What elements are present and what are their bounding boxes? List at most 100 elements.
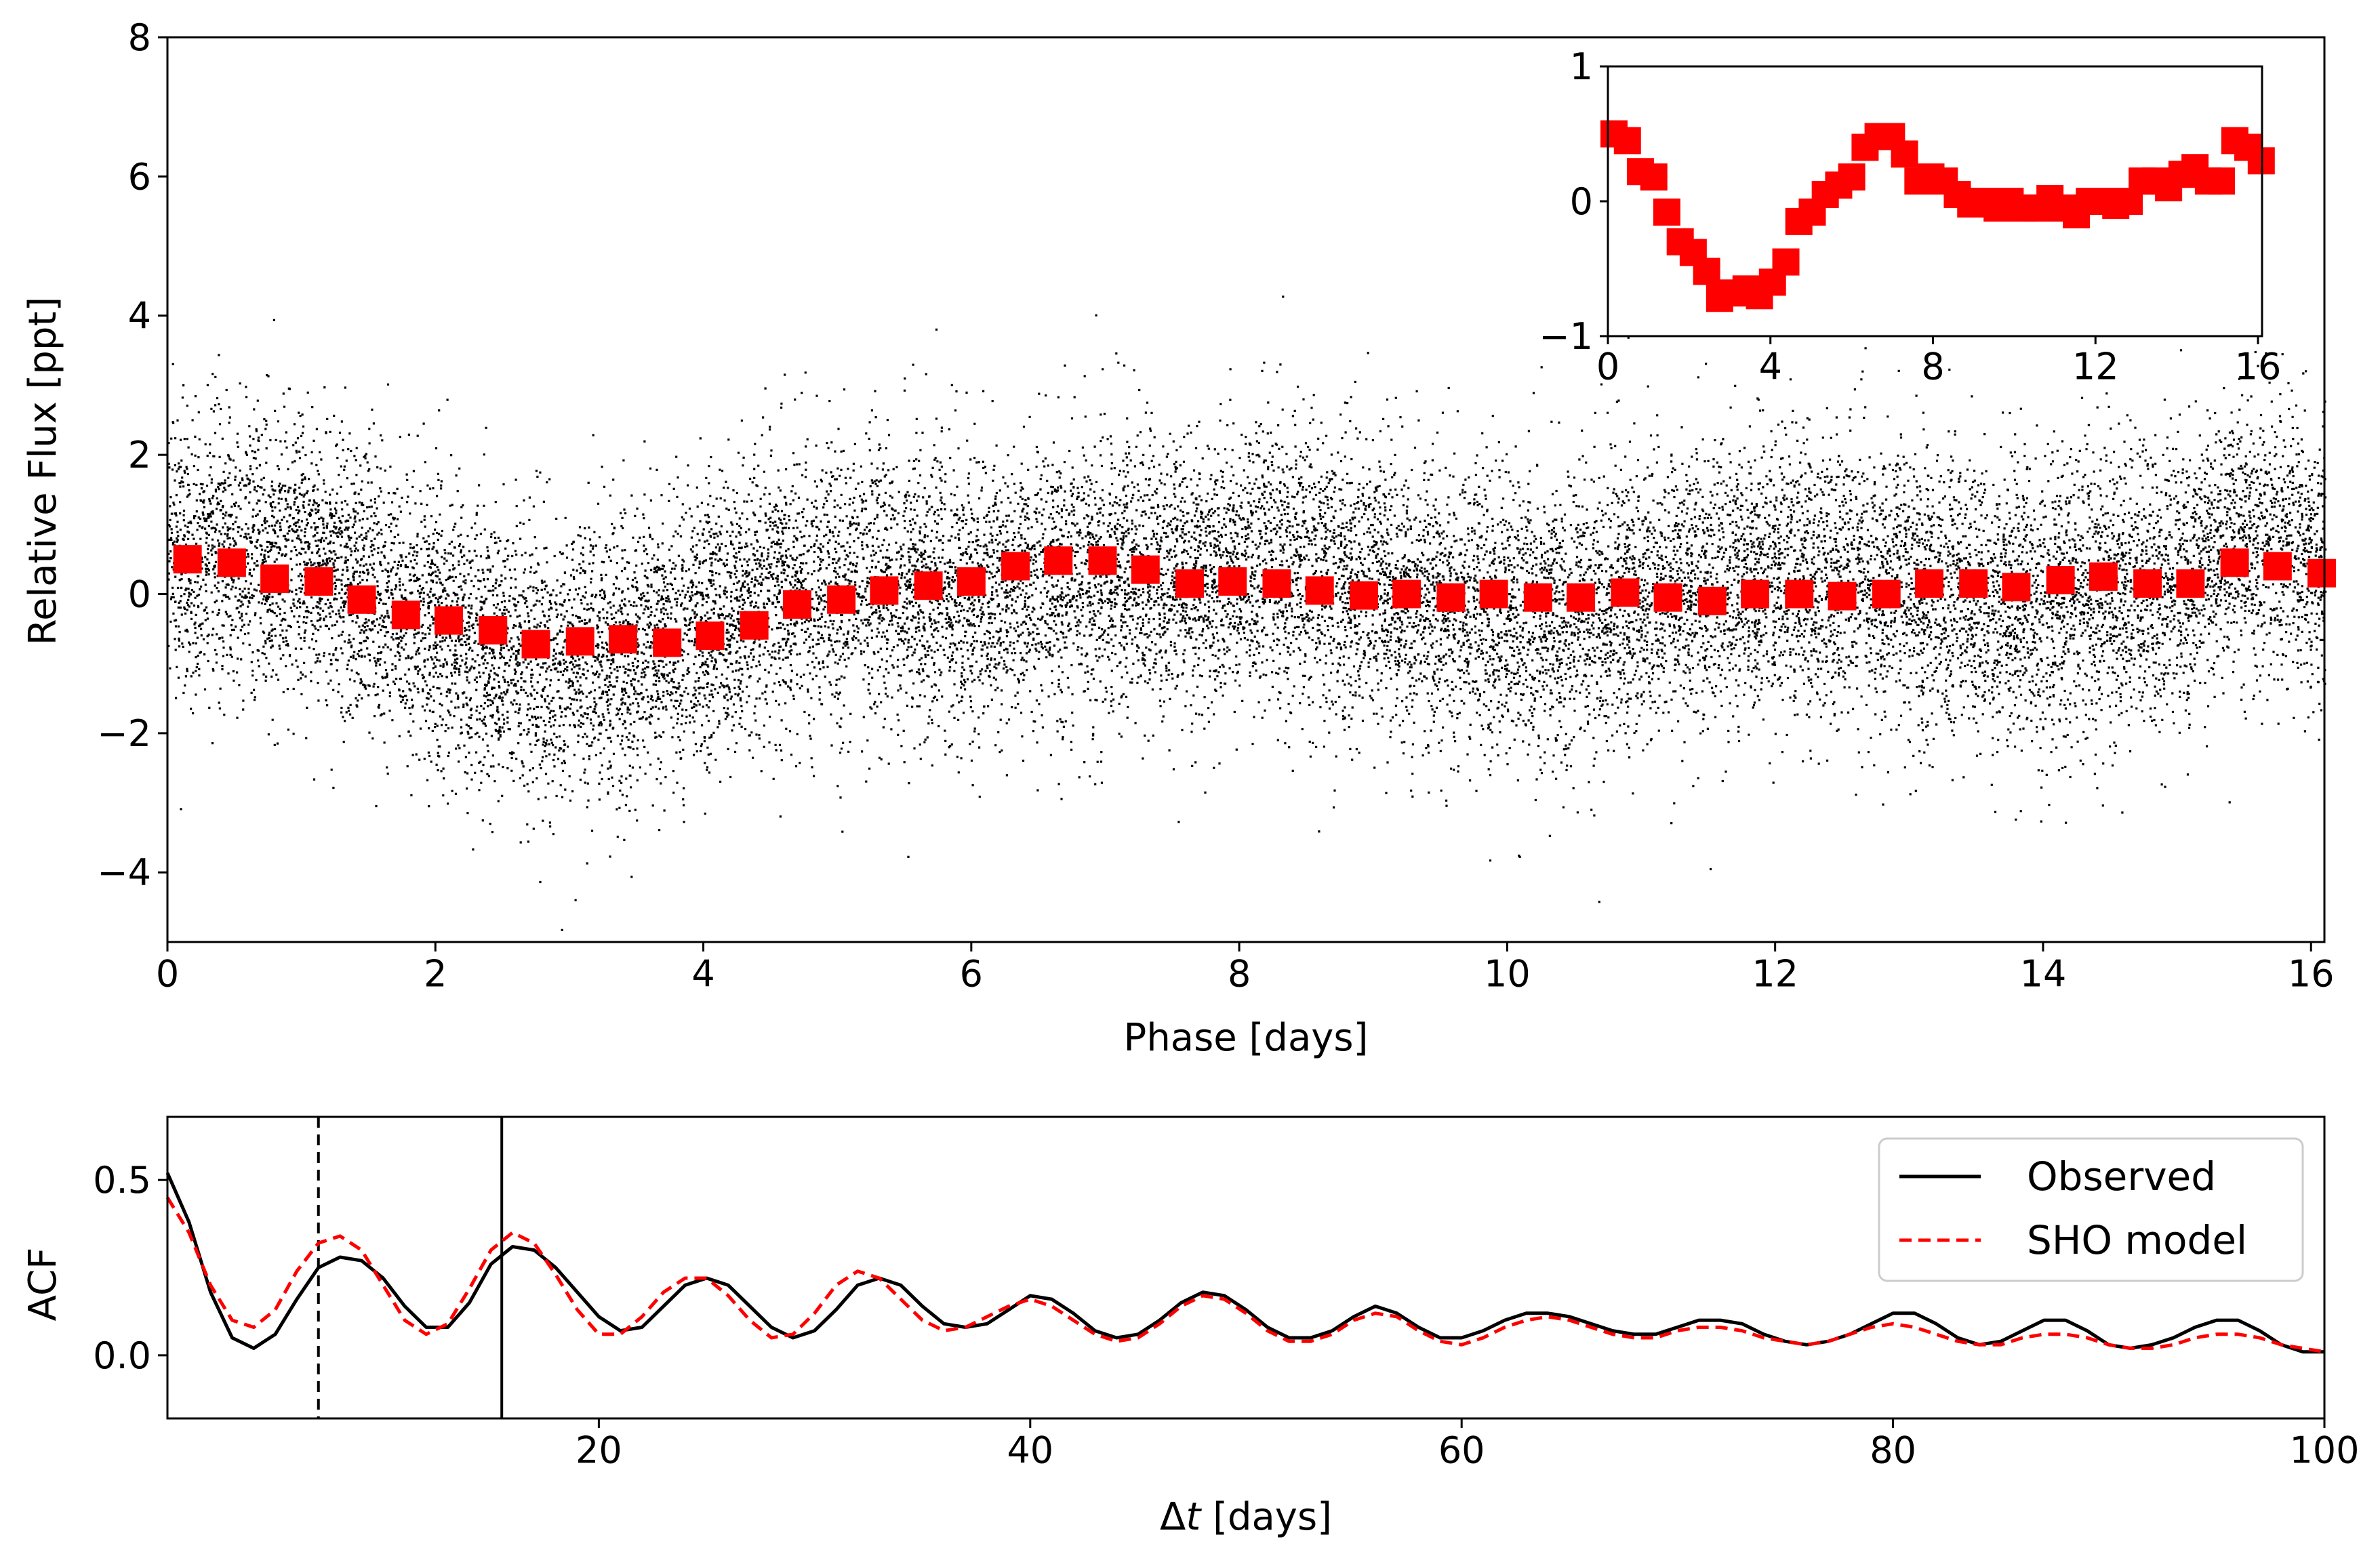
light-curve-x-tick-label: 12 xyxy=(1752,952,1798,995)
binned-flux-point xyxy=(1479,579,1508,609)
binned-flux-point xyxy=(2263,552,2292,581)
inset-y-tick-label: −1 xyxy=(1539,315,1593,358)
raw-flux-dots xyxy=(167,295,2327,931)
binned-flux-point xyxy=(1567,583,1596,612)
binned-flux-point xyxy=(347,585,376,614)
binned-flux-point xyxy=(2307,558,2337,588)
acf-legend: Observed SHO model xyxy=(1878,1137,2304,1282)
acf-x-tick-label: 20 xyxy=(576,1429,622,1471)
inset-binned-flux-point xyxy=(1772,248,1800,276)
binned-flux-point xyxy=(260,564,289,593)
binned-flux-point xyxy=(2046,566,2075,594)
light-curve-x-tick-label: 16 xyxy=(2288,952,2335,995)
inset-binned-flux-point xyxy=(1613,127,1641,155)
acf-panel: 20 40 60 80 100 0.0 0.5 Δt [days] ACF Observed… xyxy=(21,1115,2360,1539)
binned-flux-point xyxy=(608,625,637,654)
inset-y-tick-label: 0 xyxy=(1570,180,1593,223)
acf-y-axis-label: ACF xyxy=(21,1248,65,1322)
raw-flux-points xyxy=(167,295,2327,931)
binned-flux-point xyxy=(1262,569,1291,598)
binned-flux-point xyxy=(521,630,550,659)
inset-x-tick-label: 0 xyxy=(1596,345,1619,388)
binned-flux-point xyxy=(1044,546,1073,575)
binned-flux-point xyxy=(1436,583,1466,612)
inset-axes: 0 4 8 12 16−101 xyxy=(1539,45,2281,388)
acf-observed-line xyxy=(165,1172,2324,1354)
inset-y-tick-label: 1 xyxy=(1570,45,1593,88)
light-curve-y-tick-label: 8 xyxy=(128,16,151,59)
inset-x-tick-label: 16 xyxy=(2235,345,2282,388)
binned-flux-point xyxy=(2133,569,2162,598)
binned-flux-point xyxy=(217,548,246,577)
binned-flux-point xyxy=(1175,569,1204,598)
light-curve-x-tick-label: 14 xyxy=(2020,952,2067,995)
inset-binned-flux-point xyxy=(1653,198,1680,226)
binned-flux-point xyxy=(956,567,986,596)
light-curve-frame xyxy=(166,36,2326,943)
binned-flux-point xyxy=(1653,583,1682,612)
legend-frame xyxy=(1878,1137,2304,1282)
binned-flux-point xyxy=(1741,579,1770,609)
binned-flux-point xyxy=(827,585,856,614)
acf-x-label-units: [days] xyxy=(1201,1495,1332,1539)
light-curve-x-tick-label: 0 xyxy=(156,952,179,995)
binned-flux-point xyxy=(653,628,682,657)
binned-flux-point xyxy=(870,576,899,605)
binned-flux-point xyxy=(1392,579,1421,609)
light-curve-y-tick-label: 0 xyxy=(128,573,151,615)
light-curve-x-tick-label: 6 xyxy=(960,952,983,995)
acf-y-tick-label: 0.5 xyxy=(93,1159,151,1202)
inset-binned-flux-markers xyxy=(1600,120,2275,312)
binned-flux-point xyxy=(479,615,508,644)
light-curve-x-tick-label: 8 xyxy=(1228,952,1251,995)
light-curve-y-tick-label: 2 xyxy=(128,434,151,476)
binned-flux-point xyxy=(1697,586,1727,615)
binned-flux-point xyxy=(1785,579,1814,609)
binned-flux-point xyxy=(914,571,943,600)
inset-x-tick-label: 12 xyxy=(2072,345,2119,388)
acf-axes: 20 40 60 80 100 0.0 0.5 xyxy=(93,1115,2360,1471)
inset-binned-flux-point xyxy=(1693,258,1720,285)
binned-flux-point xyxy=(1349,581,1378,610)
light-curve-y-axis-label: Relative Flux [ppt] xyxy=(21,297,65,646)
binned-flux-point xyxy=(1218,567,1247,596)
binned-flux-point xyxy=(304,567,334,596)
inset-binned-flux-point xyxy=(2208,167,2236,195)
binned-flux-point xyxy=(435,606,464,635)
legend-sho-model-label: SHO model xyxy=(2027,1217,2247,1263)
inset-binned-flux-point xyxy=(1838,163,1865,191)
binned-flux-point xyxy=(1611,578,1640,607)
binned-flux-markers xyxy=(173,545,2337,659)
acf-x-tick-label: 40 xyxy=(1007,1429,1053,1471)
light-curve-x-tick-label: 2 xyxy=(424,952,447,995)
acf-x-label-delta: Δ xyxy=(1160,1495,1186,1539)
acf-x-label-variable: t xyxy=(1186,1495,1202,1539)
acf-y-tick-label: 0.0 xyxy=(93,1334,151,1377)
inset-panel: 0 4 8 12 16−101 xyxy=(1539,45,2281,388)
legend-observed-label: Observed xyxy=(2027,1153,2216,1200)
binned-flux-point xyxy=(173,545,202,574)
binned-flux-point xyxy=(1828,581,1857,611)
binned-flux-point xyxy=(1872,579,1901,609)
binned-flux-point xyxy=(1305,576,1334,605)
binned-flux-point xyxy=(1959,569,1988,598)
binned-flux-point xyxy=(740,611,769,640)
acf-frame xyxy=(166,1115,2326,1420)
binned-flux-point xyxy=(782,590,811,619)
acf-plot-area xyxy=(165,1117,2325,1418)
inset-x-tick-label: 8 xyxy=(1921,345,1944,388)
binned-flux-point xyxy=(1088,546,1117,575)
acf-x-tick-label: 80 xyxy=(1870,1429,1916,1471)
light-curve-y-tick-label: −4 xyxy=(97,851,151,894)
binned-flux-point xyxy=(1131,555,1160,584)
binned-flux-point xyxy=(2089,562,2118,591)
binned-flux-point xyxy=(1914,569,1943,598)
acf-x-axis-label: Δt [days] xyxy=(1160,1495,1332,1539)
light-curve-y-tick-label: 6 xyxy=(128,155,151,198)
acf-x-tick-label: 100 xyxy=(2289,1429,2359,1471)
binned-flux-point xyxy=(1523,583,1552,612)
light-curve-x-tick-label: 10 xyxy=(1484,952,1531,995)
light-curve-x-axis-label: Phase [days] xyxy=(1124,1016,1369,1060)
binned-flux-point xyxy=(565,627,594,656)
